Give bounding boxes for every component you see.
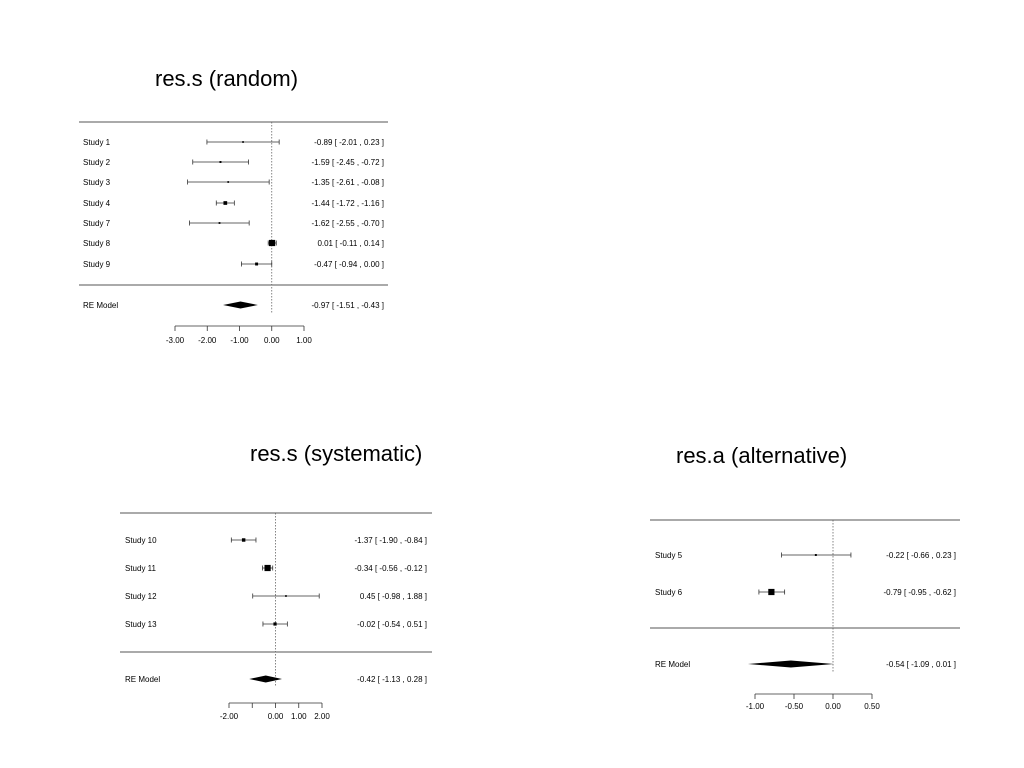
study-label: Study 12	[125, 592, 157, 601]
point-estimate	[241, 538, 246, 542]
study-ci-text: -1.37 [ -1.90 , -0.84 ]	[355, 536, 427, 545]
x-tick-label: 1.00	[291, 712, 307, 721]
study-ci-text: -0.02 [ -0.54 , 0.51 ]	[357, 620, 427, 629]
study-label: Study 3	[83, 178, 111, 187]
summary-diamond	[223, 301, 258, 309]
point-estimate	[255, 262, 259, 266]
study-ci-text: -0.79 [ -0.95 , -0.62 ]	[884, 588, 956, 597]
study-ci-text: -0.22 [ -0.66 , 0.23 ]	[886, 551, 956, 560]
slide-title-systematic: res.s (systematic)	[250, 441, 423, 466]
summary-ci-text: -0.42 [ -1.13 , 0.28 ]	[357, 675, 427, 684]
point-estimate	[219, 161, 222, 163]
study-ci-text: 0.45 [ -0.98 , 1.88 ]	[360, 592, 427, 601]
x-tick-label: -2.00	[220, 712, 239, 721]
point-estimate	[227, 181, 230, 183]
study-ci-text: -0.47 [ -0.94 , 0.00 ]	[314, 260, 384, 269]
study-label: Study 9	[83, 260, 111, 269]
study-label: Study 11	[125, 564, 157, 573]
summary-label: RE Model	[125, 675, 160, 684]
summary-diamond	[747, 660, 834, 668]
study-ci-text: -1.35 [ -2.61 , -0.08 ]	[312, 178, 384, 187]
x-tick-label: -2.00	[198, 336, 217, 345]
study-label: Study 2	[83, 158, 111, 167]
x-tick-label: 0.00	[825, 702, 841, 711]
point-estimate	[273, 622, 277, 626]
study-label: Study 7	[83, 219, 111, 228]
study-label: Study 1	[83, 138, 111, 147]
x-tick-label: 2.00	[314, 712, 330, 721]
point-estimate	[814, 554, 817, 556]
summary-label: RE Model	[655, 660, 690, 669]
point-estimate	[268, 239, 276, 247]
study-label: Study 6	[655, 588, 683, 597]
point-estimate	[768, 588, 775, 596]
x-tick-label: 1.00	[296, 336, 312, 345]
x-tick-label: -1.00	[230, 336, 249, 345]
study-ci-text: -0.89 [ -2.01 , 0.23 ]	[314, 138, 384, 147]
study-ci-text: -1.44 [ -1.72 , -1.16 ]	[312, 199, 384, 208]
study-ci-text: 0.01 [ -0.11 , 0.14 ]	[317, 239, 384, 248]
study-ci-text: -0.34 [ -0.56 , -0.12 ]	[355, 564, 427, 573]
point-estimate	[264, 564, 271, 572]
study-label: Study 5	[655, 551, 683, 560]
x-tick-label: -1.00	[746, 702, 765, 711]
x-tick-label: 0.00	[264, 336, 280, 345]
x-tick-label: 0.00	[268, 712, 284, 721]
point-estimate	[218, 222, 221, 224]
slide-title-random: res.s (random)	[155, 66, 299, 91]
summary-ci-text: -0.54 [ -1.09 , 0.01 ]	[886, 660, 956, 669]
study-ci-text: -1.62 [ -2.55 , -0.70 ]	[312, 219, 384, 228]
study-label: Study 4	[83, 199, 111, 208]
x-tick-label: -0.50	[785, 702, 804, 711]
study-label: Study 8	[83, 239, 111, 248]
study-ci-text: -1.59 [ -2.45 , -0.72 ]	[312, 158, 384, 167]
point-estimate	[223, 201, 228, 205]
x-tick-label: 0.50	[864, 702, 880, 711]
point-estimate	[242, 141, 244, 143]
study-label: Study 13	[125, 620, 157, 629]
summary-diamond	[249, 675, 283, 683]
x-tick-label: -3.00	[166, 336, 185, 345]
study-label: Study 10	[125, 536, 157, 545]
summary-ci-text: -0.97 [ -1.51 , -0.43 ]	[312, 301, 384, 310]
slide-title-alternative: res.a (alternative)	[676, 443, 848, 468]
point-estimate	[285, 595, 287, 597]
summary-label: RE Model	[83, 301, 118, 310]
